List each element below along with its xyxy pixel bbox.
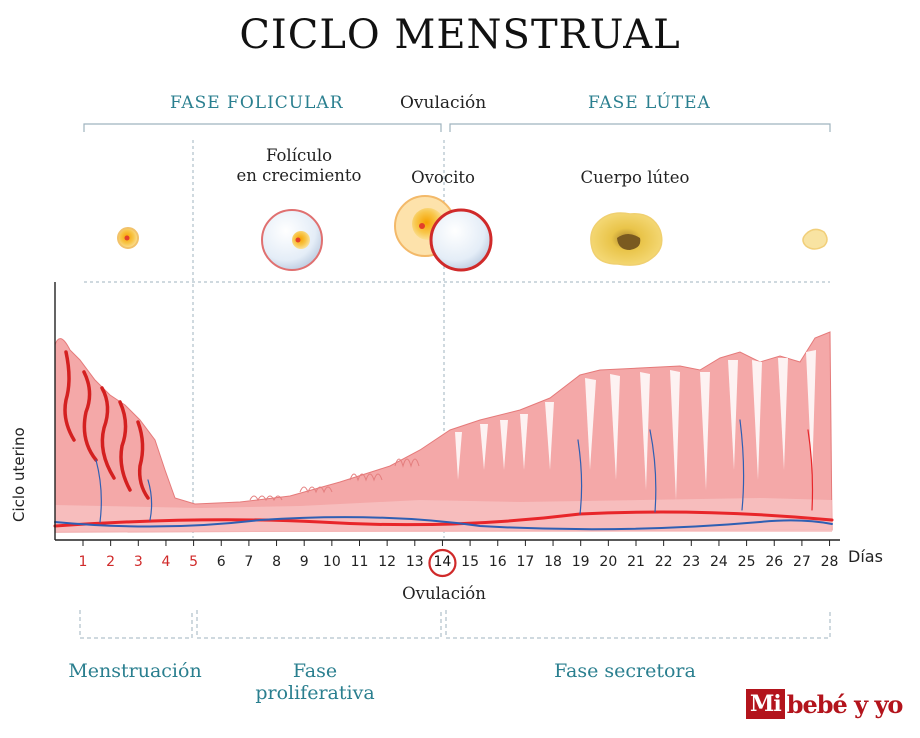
proliferative-label: Fase proliferativa: [230, 660, 400, 704]
ovulating-oocyte-icon: [394, 195, 493, 272]
day-label: 3: [133, 554, 143, 570]
day-label: 4: [161, 554, 171, 570]
day-label: 25: [737, 554, 756, 570]
primordial-follicle-icon: [117, 227, 139, 249]
day-label: 21: [627, 554, 645, 570]
brand-logo-mi: Mi: [746, 689, 785, 719]
growing-follicle-label-line1: Folículo: [265, 146, 333, 165]
growing-follicle-icon: [261, 209, 323, 271]
day-label: 6: [216, 554, 226, 570]
phase-follicular-label: FASE FOLICULAR: [170, 93, 344, 113]
brand-logo-text: bebé y yo: [786, 689, 904, 719]
day-label: 7: [244, 554, 254, 570]
endometrium-illustration: [53, 331, 834, 533]
day-label: 1: [78, 554, 88, 570]
day-label: 15: [461, 554, 479, 570]
day-label: 10: [322, 554, 341, 570]
growing-follicle-label-line2: en crecimiento: [236, 166, 362, 185]
day-label: 8: [272, 554, 281, 570]
corpus-luteum-icon: [590, 212, 663, 266]
ovulation-below-label: Ovulación: [402, 584, 486, 603]
phase-ovulation-label: Ovulación: [400, 93, 487, 113]
corpus-luteum-label: Cuerpo lúteo: [580, 168, 690, 187]
day-label: 9: [299, 554, 309, 570]
day-label: 12: [378, 554, 397, 570]
day-label: 28: [820, 554, 839, 570]
proliferative-label-line1: Fase: [292, 660, 338, 682]
day-label: 23: [682, 554, 701, 570]
corpus-albicans-icon: [802, 228, 828, 250]
day-label: 19: [571, 554, 590, 570]
day-ticks: [82, 540, 831, 546]
x-axis-label: Días: [848, 547, 883, 566]
day-label: 20: [599, 554, 618, 570]
day-label: 16: [488, 554, 507, 570]
oocyte-label: Ovocito: [411, 168, 475, 187]
chart-axes: [54, 282, 840, 541]
bottom-phase-brackets: [79, 610, 831, 639]
day-label: 14: [433, 554, 452, 570]
phase-luteal-label: FASE LÚTEA: [588, 93, 711, 113]
growing-follicle-label: Folículo en crecimiento: [214, 146, 384, 186]
day-label: 18: [544, 554, 562, 570]
y-axis-label: Ciclo uterino: [10, 427, 28, 523]
day-label: 17: [516, 554, 535, 570]
day-label: 27: [792, 554, 811, 570]
day-label: 26: [765, 554, 784, 570]
day-label: 24: [710, 554, 728, 570]
day-label: 13: [405, 554, 424, 570]
day-label: 5: [189, 554, 199, 570]
secretory-label: Fase secretora: [554, 660, 696, 682]
brand-logo: Mi bebé y yo: [746, 684, 904, 724]
page-title: CICLO MENSTRUAL: [239, 12, 681, 58]
day-label: 11: [350, 554, 369, 570]
ovulation-day-marker: [428, 548, 457, 578]
proliferative-label-line2: proliferativa: [255, 682, 375, 704]
day-label: 22: [654, 554, 673, 570]
top-phase-bracket: [83, 123, 831, 132]
day-label: 2: [106, 554, 116, 570]
menstruation-label: Menstruación: [68, 660, 202, 682]
